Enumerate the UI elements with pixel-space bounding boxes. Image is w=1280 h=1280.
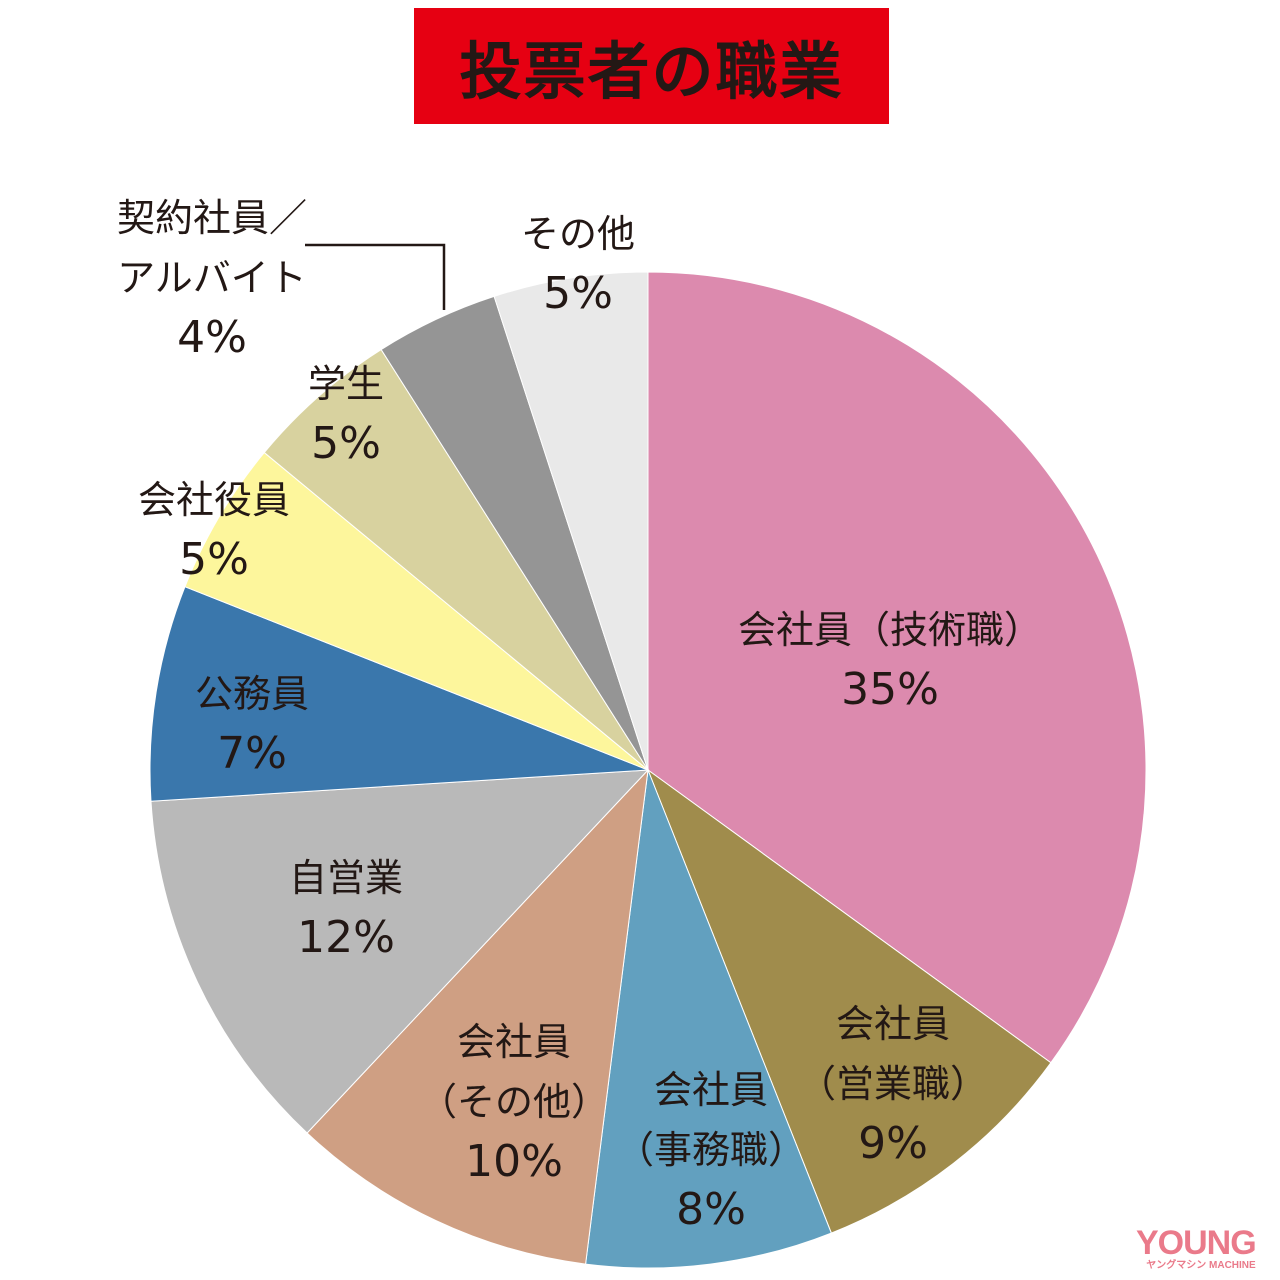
pie-slice [184, 451, 649, 771]
pie-slice [585, 769, 832, 1269]
leader-line-contract [305, 243, 446, 310]
young-machine-logo: YOUNG ヤングマシン MACHINE [1136, 1224, 1257, 1272]
label-text: 会社役員 [137, 478, 291, 522]
label-text: （事務職） [615, 1128, 807, 1172]
label-percent: 8% [676, 1184, 746, 1235]
logo-main-text: YOUNG [1136, 1224, 1257, 1262]
label-percent: 12% [297, 912, 395, 963]
pie-slice [493, 271, 649, 771]
label-text: 学生 [307, 362, 385, 406]
label-percent: 7% [217, 728, 287, 779]
label-other-employee: 会社員 （その他） 10% [419, 1012, 609, 1192]
chart-title: 投票者の職業 [459, 35, 844, 108]
label-percent: 9% [858, 1118, 928, 1169]
label-percent: 5% [179, 534, 249, 585]
label-text: 会社員 [653, 1068, 769, 1112]
label-text: 会社員 [835, 1002, 951, 1046]
label-self-employed: 自営業 12% [289, 848, 403, 968]
label-clerical: 会社員 （事務職） 8% [616, 1060, 806, 1240]
label-public-servant: 公務員 7% [195, 664, 309, 784]
label-text: 公務員 [194, 672, 310, 716]
chart-title-banner: 投票者の職業 [414, 8, 889, 124]
pie-slices [149, 271, 1147, 1269]
pie-slice [149, 586, 649, 802]
label-text: 会社員（技術職） [737, 608, 1043, 652]
label-sales: 会社員 （営業職） 9% [798, 994, 988, 1174]
label-text: 契約社員／ [116, 196, 308, 240]
pie-slice [646, 768, 1052, 1234]
label-contract-parttime: 契約社員／ アルバイト 4% [117, 188, 307, 368]
logo-sub-text: ヤングマシン MACHINE [1146, 1260, 1256, 1271]
label-engineering: 会社員（技術職） 35% [738, 600, 1042, 720]
label-percent: 35% [841, 664, 939, 715]
pie-slice [263, 348, 649, 771]
pie-slice [150, 769, 650, 1134]
label-percent: 5% [311, 418, 381, 469]
label-percent: 10% [465, 1136, 563, 1187]
label-text: アルバイト [117, 256, 307, 300]
pie-slice [647, 271, 1147, 1064]
label-other: その他 5% [521, 204, 635, 324]
label-text: （その他） [418, 1080, 610, 1124]
label-text: 会社員 [456, 1020, 572, 1064]
label-percent: 4% [177, 312, 247, 363]
label-executive: 会社役員 5% [138, 470, 290, 590]
pie-slice [306, 768, 649, 1265]
label-text: その他 [520, 212, 636, 256]
label-text: 自営業 [288, 856, 404, 900]
label-student: 学生 5% [308, 354, 384, 474]
label-text: （営業職） [797, 1062, 989, 1106]
label-percent: 5% [543, 268, 613, 319]
